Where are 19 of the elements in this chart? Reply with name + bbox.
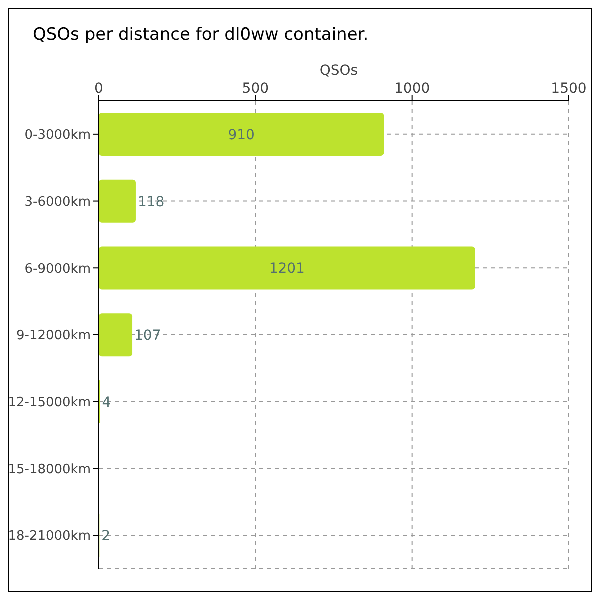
data-label: 4 xyxy=(102,394,112,411)
y-tick-label: 15-18000km xyxy=(8,462,91,478)
x-tick-label: 0 xyxy=(94,81,104,97)
x-tick-label: 1500 xyxy=(551,81,587,97)
data-label: 107 xyxy=(134,328,162,344)
y-tick-label: 3-6000km xyxy=(24,194,91,210)
data-label: 118 xyxy=(138,194,165,210)
x-tick-label: 1000 xyxy=(394,81,430,97)
data-label: 910 xyxy=(228,128,255,144)
y-tick-label: 0-3000km xyxy=(24,128,91,144)
y-tick-label: 9-12000km xyxy=(16,328,91,344)
chart-title: QSOs per distance for dl0ww container. xyxy=(33,25,369,45)
y-tick-label: 6-9000km xyxy=(24,262,91,277)
x-tick-label: 500 xyxy=(242,81,270,97)
data-label: 1201 xyxy=(269,261,305,278)
y-tick-label: 12-15000km xyxy=(8,395,91,410)
y-tick-label: 18-21000km xyxy=(8,529,91,544)
data-label: 2 xyxy=(102,528,111,545)
x-axis-title: QSOs xyxy=(318,63,360,79)
